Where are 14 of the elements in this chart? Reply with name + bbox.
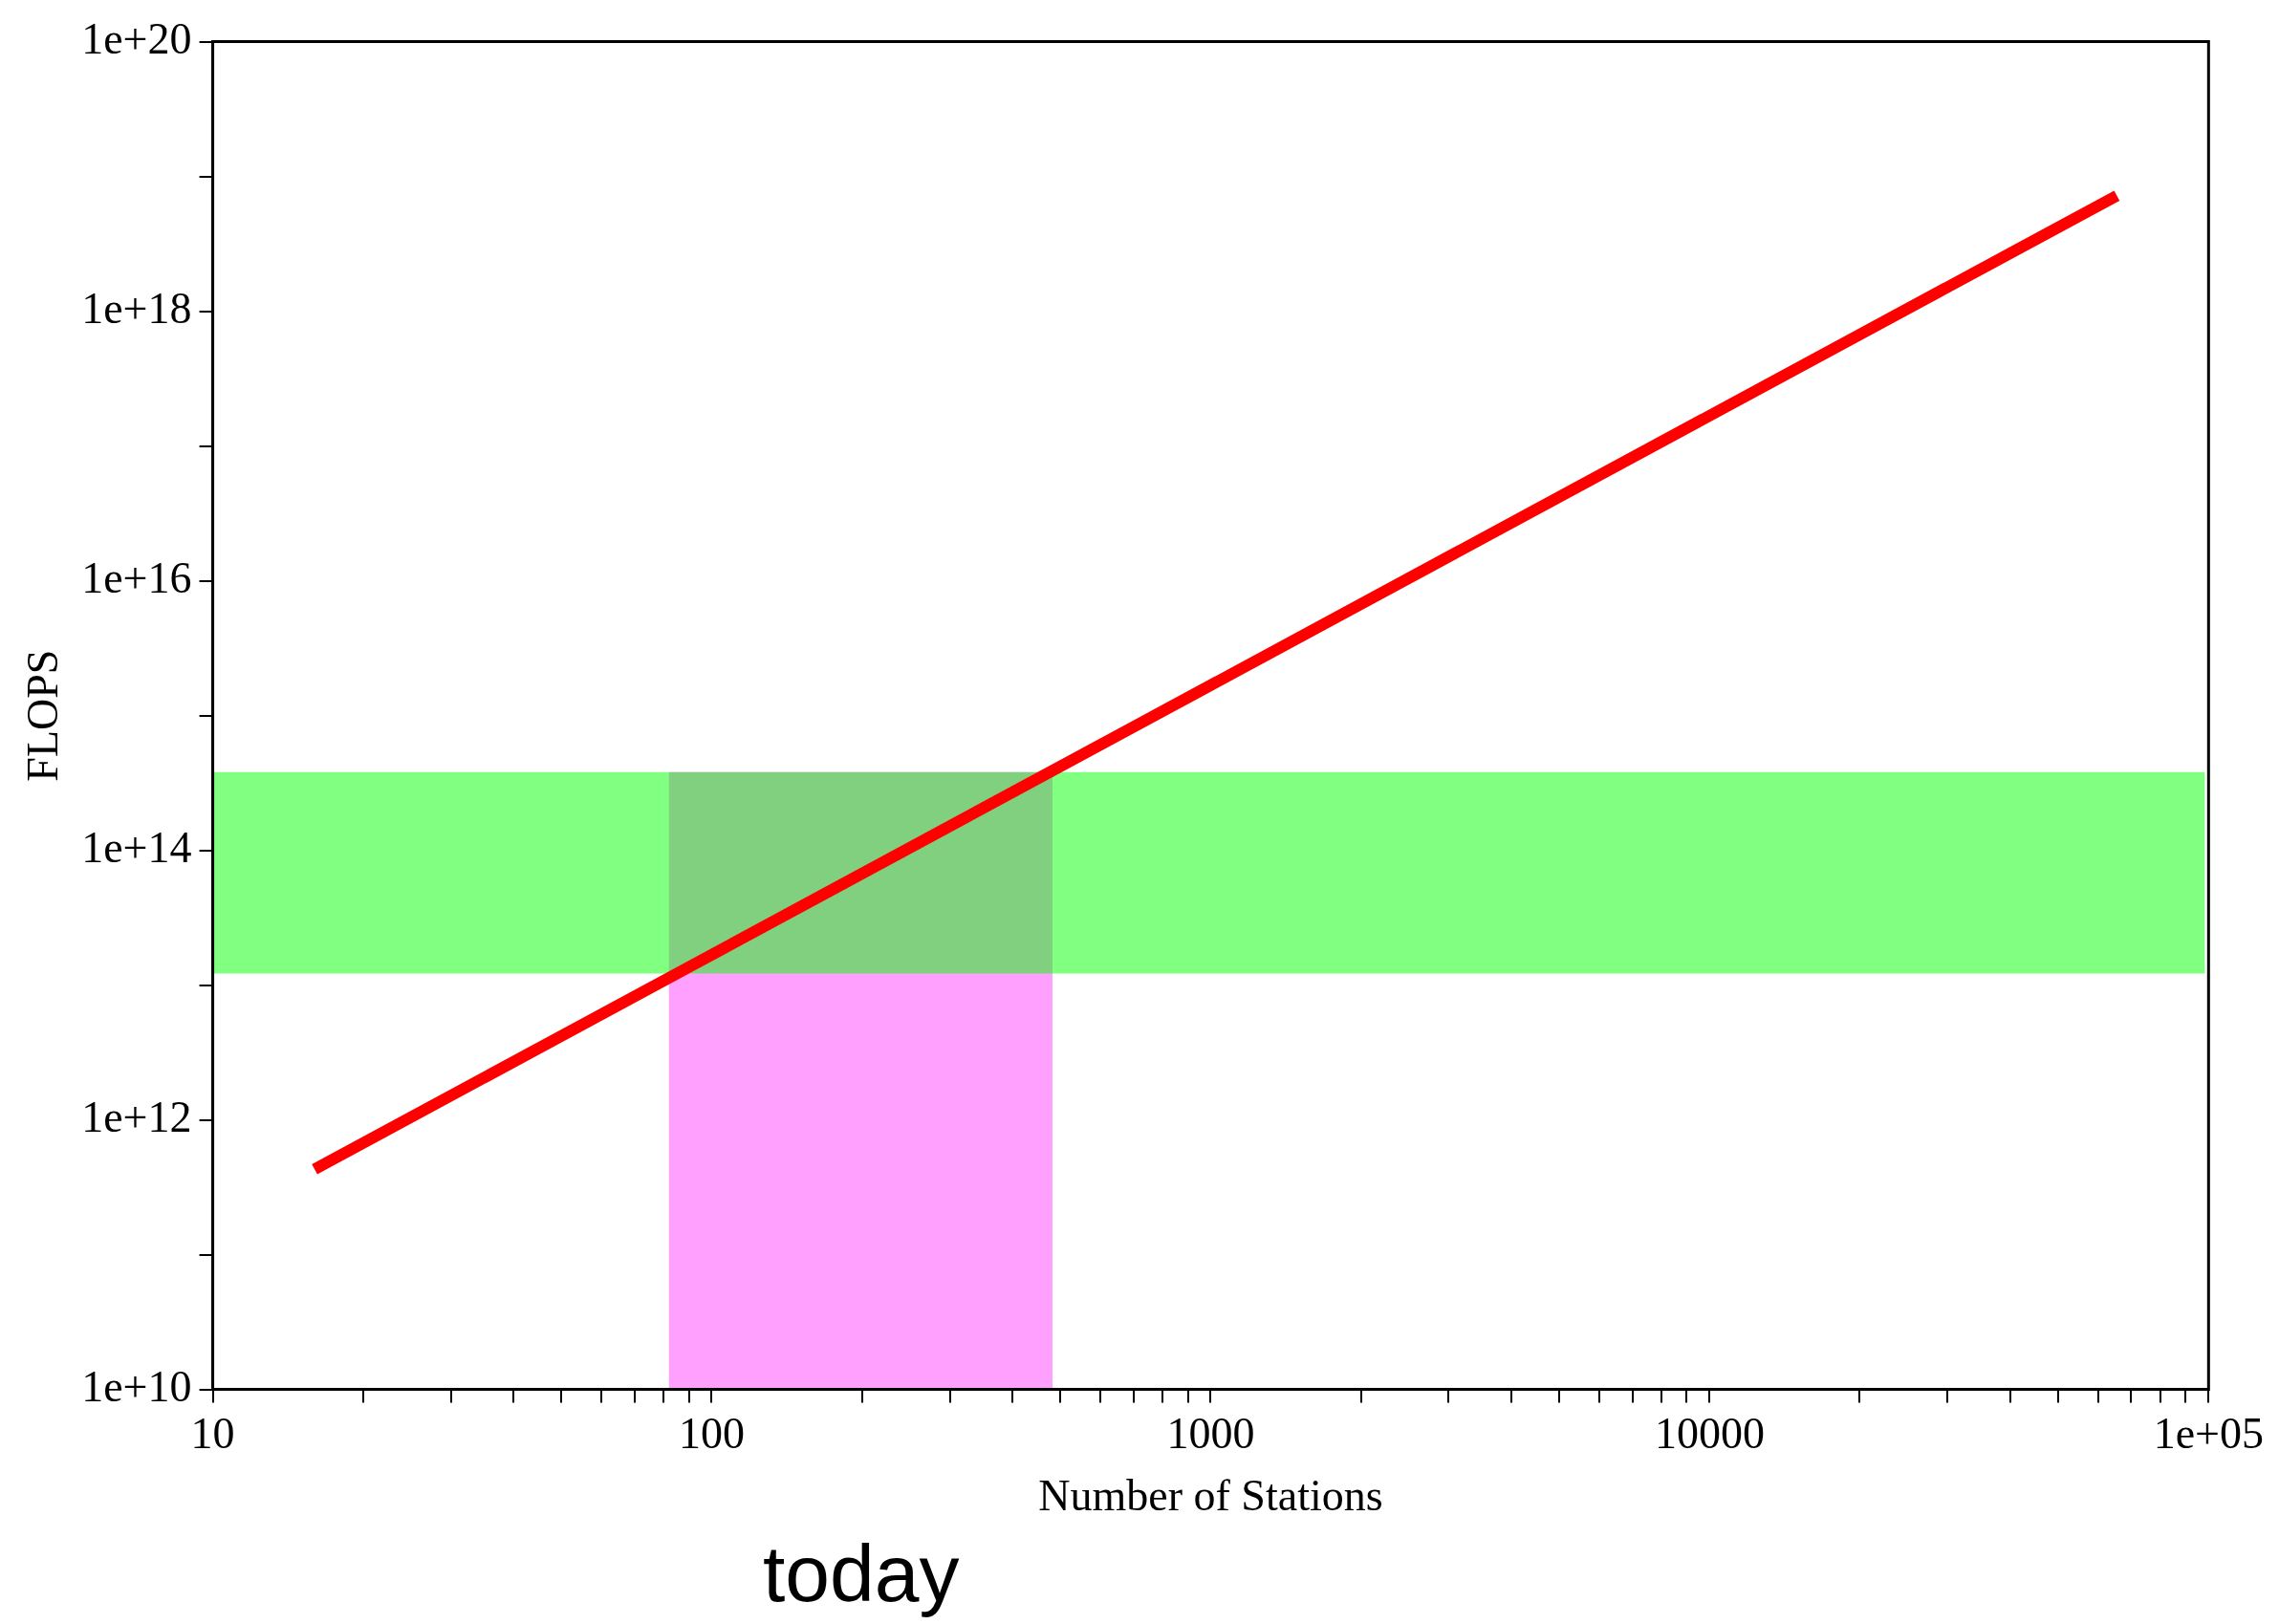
x-tick-label: 100 [679, 1409, 745, 1459]
x-tick-label: 10000 [1654, 1409, 1765, 1459]
y-tick-label: 1e+18 [81, 283, 192, 333]
y-tick-label: 1e+20 [81, 13, 192, 63]
x-tick-label: 1000 [1166, 1409, 1255, 1459]
y-tick-label: 1e+14 [81, 822, 192, 872]
x-tick-label: 1e+05 [2153, 1409, 2264, 1459]
y-axis-title: FLOPS [17, 649, 67, 782]
text: today [763, 1527, 961, 1619]
y-tick-label: 1e+10 [81, 1361, 192, 1411]
y-tick-label: 1e+16 [81, 552, 192, 602]
x-tick-label: 10 [190, 1409, 235, 1459]
y-tick-label: 1e+12 [81, 1092, 192, 1141]
x-axis-title: Number of Stations [1038, 1471, 1383, 1521]
